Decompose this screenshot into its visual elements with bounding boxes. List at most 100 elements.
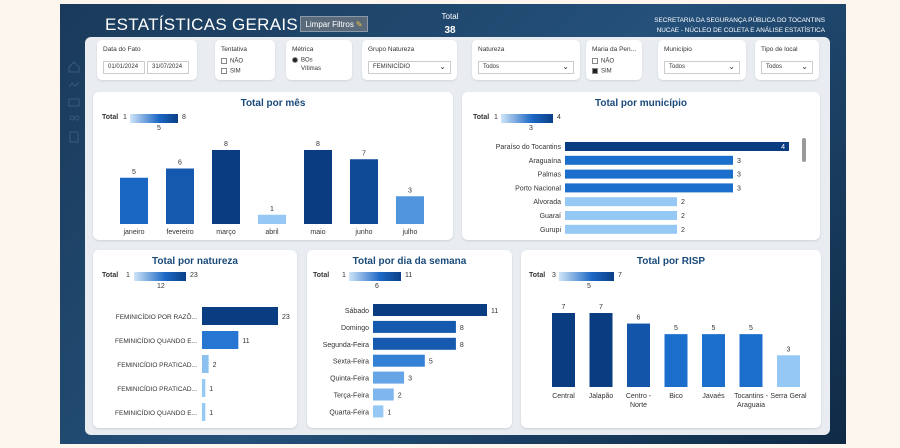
bar-risp <box>739 334 763 387</box>
filter-tentativa: Tentativa NÃO SIM <box>215 40 275 80</box>
bar-mes <box>166 168 194 224</box>
bar-mes <box>396 196 424 224</box>
bar-value-label: 5 <box>712 325 716 332</box>
tipo-local-dropdown[interactable]: Todos ⌄ <box>761 61 813 74</box>
municipio-dropdown[interactable]: Todos ⌄ <box>664 61 740 74</box>
bar-municipio <box>565 224 677 234</box>
risp-legend-label: Total <box>529 272 546 279</box>
filter-maria-penha: Maria da Pen... NÃO SIM <box>586 40 642 80</box>
natureza-legend-max: 23 <box>190 272 198 279</box>
category-label: Palmas <box>538 172 562 179</box>
date-end-input[interactable]: 31/07/2024 <box>147 61 189 74</box>
risp-legend-max: 7 <box>618 272 622 279</box>
bar-value-label: 3 <box>737 185 741 192</box>
category-label: FEMINICÍDIO QUANDO E... <box>115 336 197 345</box>
bar-value-label: 2 <box>681 227 685 234</box>
semana-legend-label: Total <box>313 272 330 279</box>
bar-risp <box>702 334 725 387</box>
category-label: Domingo <box>341 325 369 332</box>
maria-sim-checkbox[interactable]: SIM <box>592 68 612 75</box>
bar-value-label: 1 <box>387 409 391 416</box>
maria-sim-label: SIM <box>601 68 612 75</box>
card-total-municipio: Total por município Total 1 4 3 Paraíso … <box>462 92 820 240</box>
bar-value-label: 1 <box>209 386 213 393</box>
natureza-dropdown[interactable]: Todos ⌄ <box>478 61 574 74</box>
bar-value-label: 7 <box>362 150 366 157</box>
bar-value-label: 5 <box>429 359 433 366</box>
filter-municipio: Município Todos ⌄ <box>658 40 746 80</box>
total-kpi: Total 38 <box>430 12 470 36</box>
chart-total-mes: 5 janeiro 6 fevereiro 8 março 1 abril 8 maio 7 junh… <box>120 141 424 236</box>
filter-grupo-label: Grupo Natureza <box>368 46 415 53</box>
natureza-legend: Total 1 23 12 <box>102 272 202 292</box>
municipio-value: Todos <box>669 64 686 70</box>
category-label: FEMINICÍDIO PRATICAD... <box>117 384 197 393</box>
natureza-legend-min: 1 <box>126 272 130 279</box>
category-label: Gurupi <box>540 227 561 234</box>
bar-value-label: 8 <box>460 325 464 332</box>
chevron-down-icon: ⌄ <box>728 62 735 71</box>
filter-municipio-label: Município <box>664 46 692 53</box>
natureza-legend-gradient <box>134 272 186 281</box>
card-risp-title: Total por RISP <box>636 256 706 267</box>
bar-value-label: 1 <box>209 410 213 417</box>
metrica-bos-radio[interactable]: BOs <box>292 57 313 64</box>
document-icon[interactable] <box>69 131 79 143</box>
bar-municipio <box>565 155 733 165</box>
bar-semana <box>373 388 394 401</box>
mes-legend: Total 1 8 5 <box>102 114 192 134</box>
tentativa-nao-checkbox[interactable]: NÃO <box>221 58 243 65</box>
risp-legend-min: 3 <box>552 272 556 279</box>
metrica-vitimas-radio[interactable]: Vítimas <box>301 66 321 72</box>
maria-nao-checkbox[interactable]: NÃO <box>592 58 614 65</box>
chart-total-natureza: FEMINICÍDIO POR RAZÕ... 23 FEMINICÍDIO QUA… <box>115 307 290 421</box>
tentativa-nao-label: NÃO <box>230 58 244 65</box>
home-icon[interactable] <box>68 61 80 73</box>
metrica-vitimas-label: Vítimas <box>301 66 322 72</box>
chart-icon[interactable] <box>68 81 80 88</box>
card-mes-title: Total por mês <box>240 98 306 109</box>
natureza-legend-mid: 12 <box>157 283 165 290</box>
category-label: julho <box>402 229 418 236</box>
card-municipio-title: Total por município <box>594 98 688 109</box>
org-line-2: NUCAE - NÚCLEO DE COLETA E ANÁLISE ESTAT… <box>656 27 825 34</box>
semana-legend-min: 1 <box>342 272 346 279</box>
bar-value-label: 5 <box>749 325 753 332</box>
id-card-icon[interactable] <box>68 98 80 107</box>
municipio-legend-max: 4 <box>557 114 561 121</box>
bar-municipio <box>565 169 733 179</box>
category-label: Araguaia <box>737 402 765 409</box>
semana-legend-mid: 6 <box>375 283 379 290</box>
sidebar-icons <box>68 61 80 143</box>
risp-legend-gradient <box>559 272 614 281</box>
org-line-1: SECRETARIA DA SEGURANÇA PÚBLICA DO TOCAN… <box>654 17 825 24</box>
municipio-legend-mid: 3 <box>529 125 533 132</box>
date-start-input[interactable]: 01/01/2024 <box>103 61 145 74</box>
semana-legend-gradient <box>349 272 401 281</box>
municipio-legend-label: Total <box>473 114 490 121</box>
category-label: Alvorada <box>533 199 561 206</box>
bar-value-label: 2 <box>681 213 685 220</box>
category-label: junho <box>354 229 372 236</box>
municipio-scrollbar[interactable] <box>802 138 806 162</box>
category-label: Centro - <box>626 393 652 400</box>
category-label: FEMINICÍDIO PRATICAD... <box>117 360 197 369</box>
grupo-natureza-dropdown[interactable]: FEMINICÍDIO ⌄ <box>368 61 451 74</box>
risp-legend: Total 3 7 5 <box>529 272 629 292</box>
category-label: Jalapão <box>589 393 614 400</box>
bar-mes <box>212 150 240 224</box>
filter-grupo-natureza: Grupo Natureza FEMINICÍDIO ⌄ <box>362 40 457 80</box>
org-name: SECRETARIA DA SEGURANÇA PÚBLICA DO TOCAN… <box>654 16 825 36</box>
people-icon[interactable] <box>69 115 80 121</box>
clear-filters-button[interactable]: Limpar Filtros ✎ <box>300 16 368 32</box>
bar-mes <box>304 150 332 224</box>
bar-value-label: 8 <box>460 342 464 349</box>
chevron-down-icon: ⌄ <box>801 62 808 71</box>
tentativa-sim-checkbox[interactable]: SIM <box>221 68 241 75</box>
card-semana-title: Total por dia da semana <box>352 256 467 267</box>
bar-municipio <box>565 142 789 151</box>
bar-value-label: 2 <box>681 199 685 206</box>
bar-mes <box>350 159 378 224</box>
category-label: Segunda-Feira <box>323 342 369 349</box>
page-nav-sidebar <box>62 48 86 438</box>
